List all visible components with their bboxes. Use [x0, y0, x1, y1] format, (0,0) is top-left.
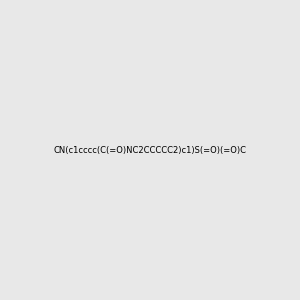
Text: CN(c1cccc(C(=O)NC2CCCCC2)c1)S(=O)(=O)C: CN(c1cccc(C(=O)NC2CCCCC2)c1)S(=O)(=O)C	[53, 146, 247, 154]
